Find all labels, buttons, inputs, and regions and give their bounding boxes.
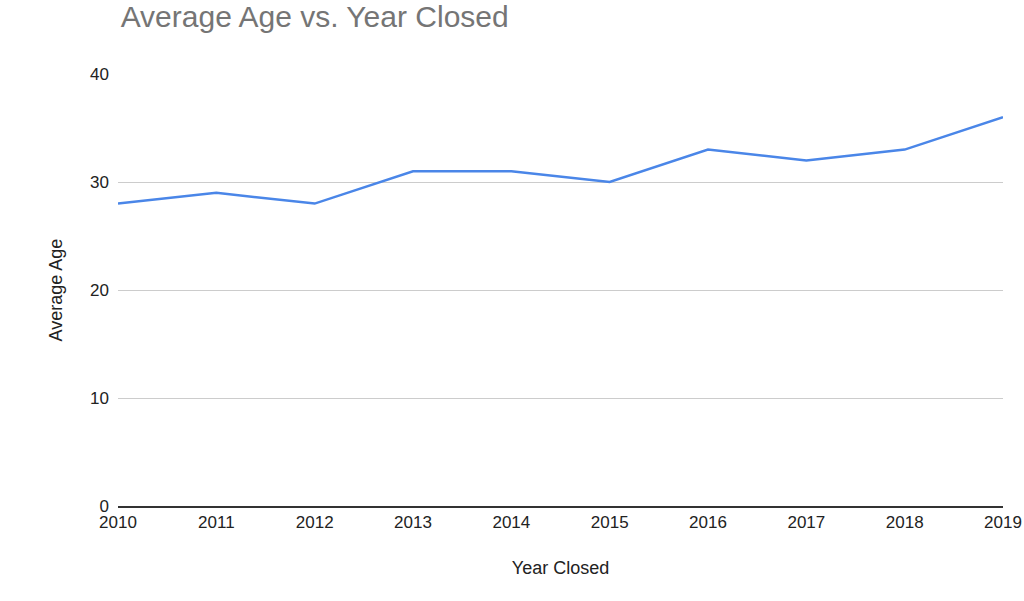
svg-text:2016: 2016 bbox=[689, 513, 727, 532]
svg-text:Average Age: Average Age bbox=[46, 239, 66, 342]
svg-text:2012: 2012 bbox=[296, 513, 334, 532]
svg-text:10: 10 bbox=[90, 389, 109, 408]
svg-text:2010: 2010 bbox=[99, 513, 137, 532]
svg-text:0: 0 bbox=[100, 497, 109, 516]
svg-text:Year Closed: Year Closed bbox=[512, 558, 609, 578]
svg-text:Average Age vs. Year Closed: Average Age vs. Year Closed bbox=[121, 0, 509, 33]
svg-text:2013: 2013 bbox=[394, 513, 432, 532]
svg-text:2017: 2017 bbox=[787, 513, 825, 532]
svg-text:2018: 2018 bbox=[886, 513, 924, 532]
svg-text:2014: 2014 bbox=[492, 513, 530, 532]
svg-text:2015: 2015 bbox=[591, 513, 629, 532]
svg-text:40: 40 bbox=[90, 65, 109, 84]
svg-text:2019: 2019 bbox=[984, 513, 1022, 532]
svg-text:2011: 2011 bbox=[198, 513, 235, 532]
svg-text:30: 30 bbox=[90, 173, 109, 192]
svg-text:20: 20 bbox=[90, 281, 109, 300]
